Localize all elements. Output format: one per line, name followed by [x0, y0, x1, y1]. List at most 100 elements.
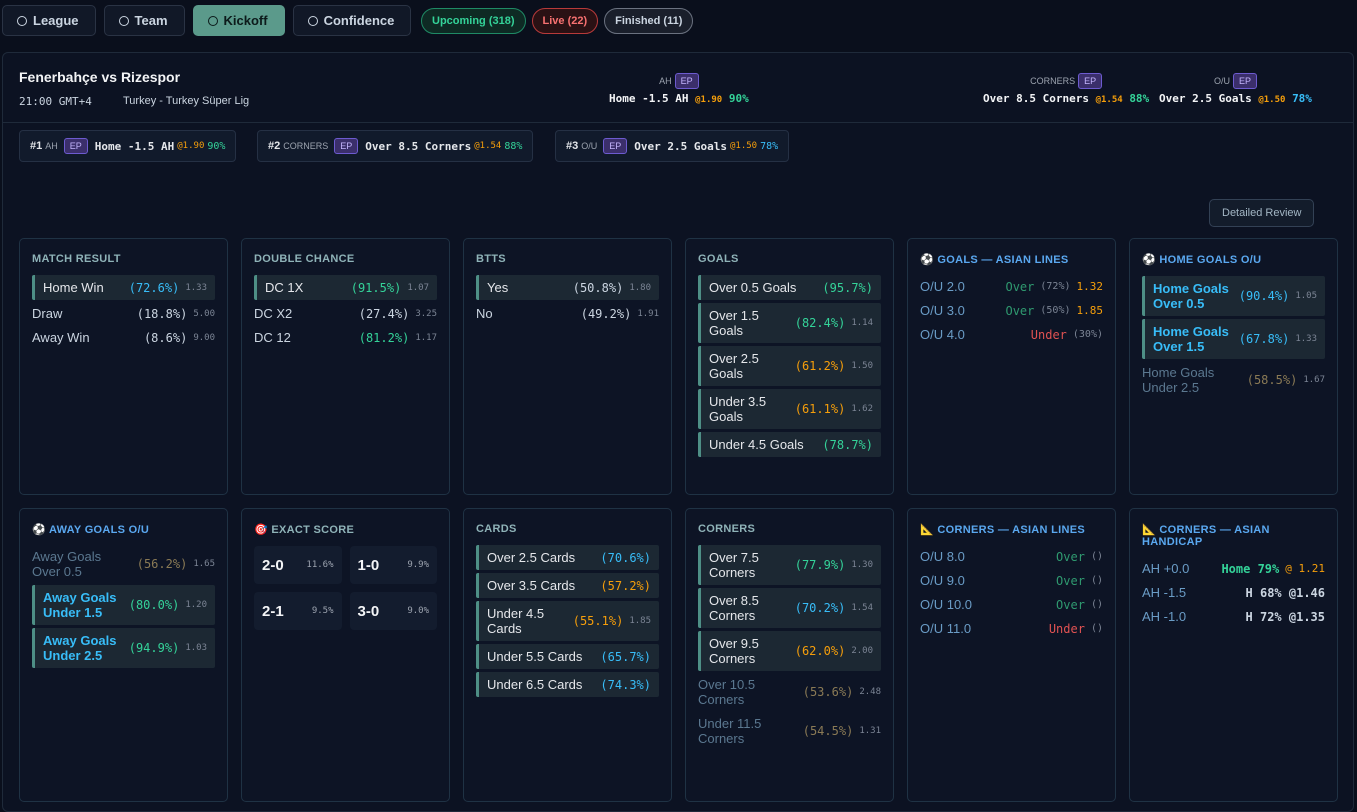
market-row[interactable]: AH -1.0 H 72% @1.35 — [1142, 606, 1325, 627]
row-pick: Home 79% — [1221, 561, 1280, 576]
row-odds: 1.62 — [851, 404, 873, 414]
pick-text: Over 8.5 Corners — [365, 139, 472, 153]
pick-market: O/U EP — [1159, 71, 1312, 89]
market-row[interactable]: Away Win (8.6%) 9.00 — [32, 327, 215, 348]
market-row[interactable]: O/U 4.0 Under (30%) — [920, 324, 1103, 345]
market-row[interactable]: Over 8.5 Corners (70.2%) 1.54 — [698, 588, 881, 628]
filter-pill[interactable]: Finished (11) — [604, 8, 694, 34]
market-row[interactable]: Yes (50.8%) 1.80 — [476, 275, 659, 300]
market-card: CORNERS Over 7.5 Corners (77.9%) 1.30 Over 8… — [685, 508, 894, 802]
pick-text: Over 2.5 Goals — [634, 139, 727, 153]
filter-pill[interactable]: Live (22) — [531, 8, 599, 34]
row-pct: (91.5%) — [350, 280, 402, 295]
row-pct: (50.8%) — [572, 280, 624, 295]
market-row[interactable]: Over 2.5 Cards (70.6%) — [476, 545, 659, 570]
row-odds: 1.50 — [851, 361, 873, 371]
market-row[interactable]: Away Goals Under 1.5 (80.0%) 1.20 — [32, 585, 215, 625]
row-odds: 1.85 — [1076, 304, 1104, 317]
row-label: Over 1.5 Goals — [709, 308, 759, 338]
row-odds: 1.85 — [629, 616, 651, 626]
market-row[interactable]: Away Goals Under 2.5 (94.9%) 1.03 — [32, 628, 215, 668]
score-cell: 3-0 9.0% — [349, 592, 437, 630]
row-label: Over 7.5 Corners — [709, 550, 759, 580]
market-row[interactable]: Home Goals Under 2.5 (58.5%) 1.67 — [1142, 362, 1325, 398]
row-label: Away Goals Under 2.5 — [43, 633, 117, 663]
market-row[interactable]: Over 1.5 Goals (82.4%) 1.14 — [698, 303, 881, 343]
tab[interactable]: Kickoff — [192, 5, 285, 36]
market-card: ⚽ AWAY GOALS O/U Away Goals Over 0.5 (56.2… — [19, 508, 228, 802]
score: 3-0 — [357, 602, 380, 620]
market-row[interactable]: Home Goals Over 1.5 (67.8%) 1.33 — [1142, 319, 1325, 359]
card-icon: ⚽ — [32, 524, 46, 536]
market-row[interactable]: O/U 3.0 Over (50%) 1.85 — [920, 300, 1103, 321]
market-row[interactable]: Under 5.5 Cards (65.7%) — [476, 644, 659, 669]
match-time: 21:00 GMT+4 — [19, 95, 92, 108]
tab[interactable]: League — [2, 5, 96, 36]
row-odds: 1.32 — [1076, 280, 1104, 293]
market-row[interactable]: Over 2.5 Goals (61.2%) 1.50 — [698, 346, 881, 386]
market-row[interactable]: Home Win (72.6%) 1.33 — [32, 275, 215, 300]
row-label: O/U 8.0 — [920, 549, 965, 564]
score-pct: 11.6% — [306, 560, 334, 570]
market-row[interactable]: Home Goals Over 0.5 (90.4%) 1.05 — [1142, 276, 1325, 316]
header-pick: AH EP Home -1.5 AH @1.90 90% — [609, 71, 749, 105]
market-row[interactable]: Under 3.5 Goals (61.1%) 1.62 — [698, 389, 881, 429]
market-row[interactable]: Under 4.5 Cards (55.1%) 1.85 — [476, 601, 659, 641]
filter-pill[interactable]: Upcoming (318) — [421, 8, 526, 34]
market-row[interactable]: Under 11.5 Corners (54.5%) 1.31 — [698, 713, 881, 749]
top-pick: #3 O/U EP Over 2.5 Goals @1.50 78% — [555, 130, 790, 162]
score-cell: 1-0 9.9% — [349, 546, 437, 584]
card-icon: 📐 — [920, 524, 934, 536]
market-row[interactable]: Over 0.5 Goals (95.7%) — [698, 275, 881, 300]
row-label: Yes — [487, 280, 509, 295]
score-cell: 2-1 9.5% — [254, 592, 342, 630]
card-title-text: GOALS — ASIAN LINES — [937, 254, 1069, 266]
card-title: 📐 CORNERS — ASIAN LINES — [920, 523, 1103, 536]
row-label: Home Goals Under 2.5 — [1142, 365, 1215, 395]
market-row[interactable]: Over 3.5 Cards (57.2%) — [476, 573, 659, 598]
market-row[interactable]: Under 4.5 Goals (78.7%) — [698, 432, 881, 457]
row-odds: 3.25 — [415, 308, 437, 319]
row-odds: 9.00 — [193, 332, 215, 343]
market-row[interactable]: AH -1.5 H 68% @1.46 — [1142, 582, 1325, 603]
row-pct: (8.6%) — [143, 330, 188, 345]
market-row[interactable]: O/U 9.0 Over () — [920, 570, 1103, 591]
market-row[interactable]: O/U 10.0 Over () — [920, 594, 1103, 615]
market-row[interactable]: DC X2 (27.4%) 3.25 — [254, 303, 437, 324]
market-row[interactable]: Over 10.5 Corners (53.6%) 2.48 — [698, 674, 881, 710]
market-row[interactable]: O/U 2.0 Over (72%) 1.32 — [920, 276, 1103, 297]
match-title[interactable]: Fenerbahçe vs Rizespor — [19, 69, 181, 85]
market-row[interactable]: No (49.2%) 1.91 — [476, 303, 659, 324]
market-row[interactable]: AH +0.0 Home 79% @ 1.21 — [1142, 558, 1325, 579]
market-row[interactable]: O/U 11.0 Under () — [920, 618, 1103, 639]
row-odds: 1.20 — [185, 600, 207, 610]
pick-market: AH EP — [609, 71, 749, 89]
row-label: AH -1.0 — [1142, 609, 1187, 624]
row-pct: (61.2%) — [794, 359, 846, 373]
card-title: CORNERS — [698, 523, 881, 535]
card-title-text: CORNERS — [698, 523, 756, 535]
ep-badge: EP — [1078, 73, 1103, 89]
market-row[interactable]: O/U 8.0 Over () — [920, 546, 1103, 567]
market-row[interactable]: Over 9.5 Corners (62.0%) 2.00 — [698, 631, 881, 671]
market-row[interactable]: Draw (18.8%) 5.00 — [32, 303, 215, 324]
row-pct: (70.2%) — [794, 601, 846, 615]
tab-label: League — [33, 13, 79, 28]
row-pct: () — [1090, 599, 1103, 610]
market-row[interactable]: Over 7.5 Corners (77.9%) 1.30 — [698, 545, 881, 585]
tab[interactable]: Team — [103, 5, 185, 36]
row-label: Under 4.5 Cards — [487, 606, 545, 636]
row-label: Under 4.5 Goals — [709, 437, 804, 452]
market-row[interactable]: Under 6.5 Cards (74.3%) — [476, 672, 659, 697]
tab[interactable]: Confidence — [292, 5, 412, 36]
filter-bar: Upcoming (318) Live (22) Finished (11) — [421, 8, 694, 34]
row-pct: () — [1090, 551, 1103, 562]
market-row[interactable]: Away Goals Over 0.5 (56.2%) 1.65 — [32, 546, 215, 582]
market-row[interactable]: DC 12 (81.2%) 1.17 — [254, 327, 437, 348]
detailed-review-button[interactable]: Detailed Review — [1209, 199, 1315, 227]
market-row[interactable]: DC 1X (91.5%) 1.07 — [254, 275, 437, 300]
market-label: AH — [659, 76, 672, 86]
card-title: MATCH RESULT — [32, 253, 215, 265]
row-odds: 1.07 — [407, 282, 429, 293]
score: 1-0 — [357, 556, 380, 574]
